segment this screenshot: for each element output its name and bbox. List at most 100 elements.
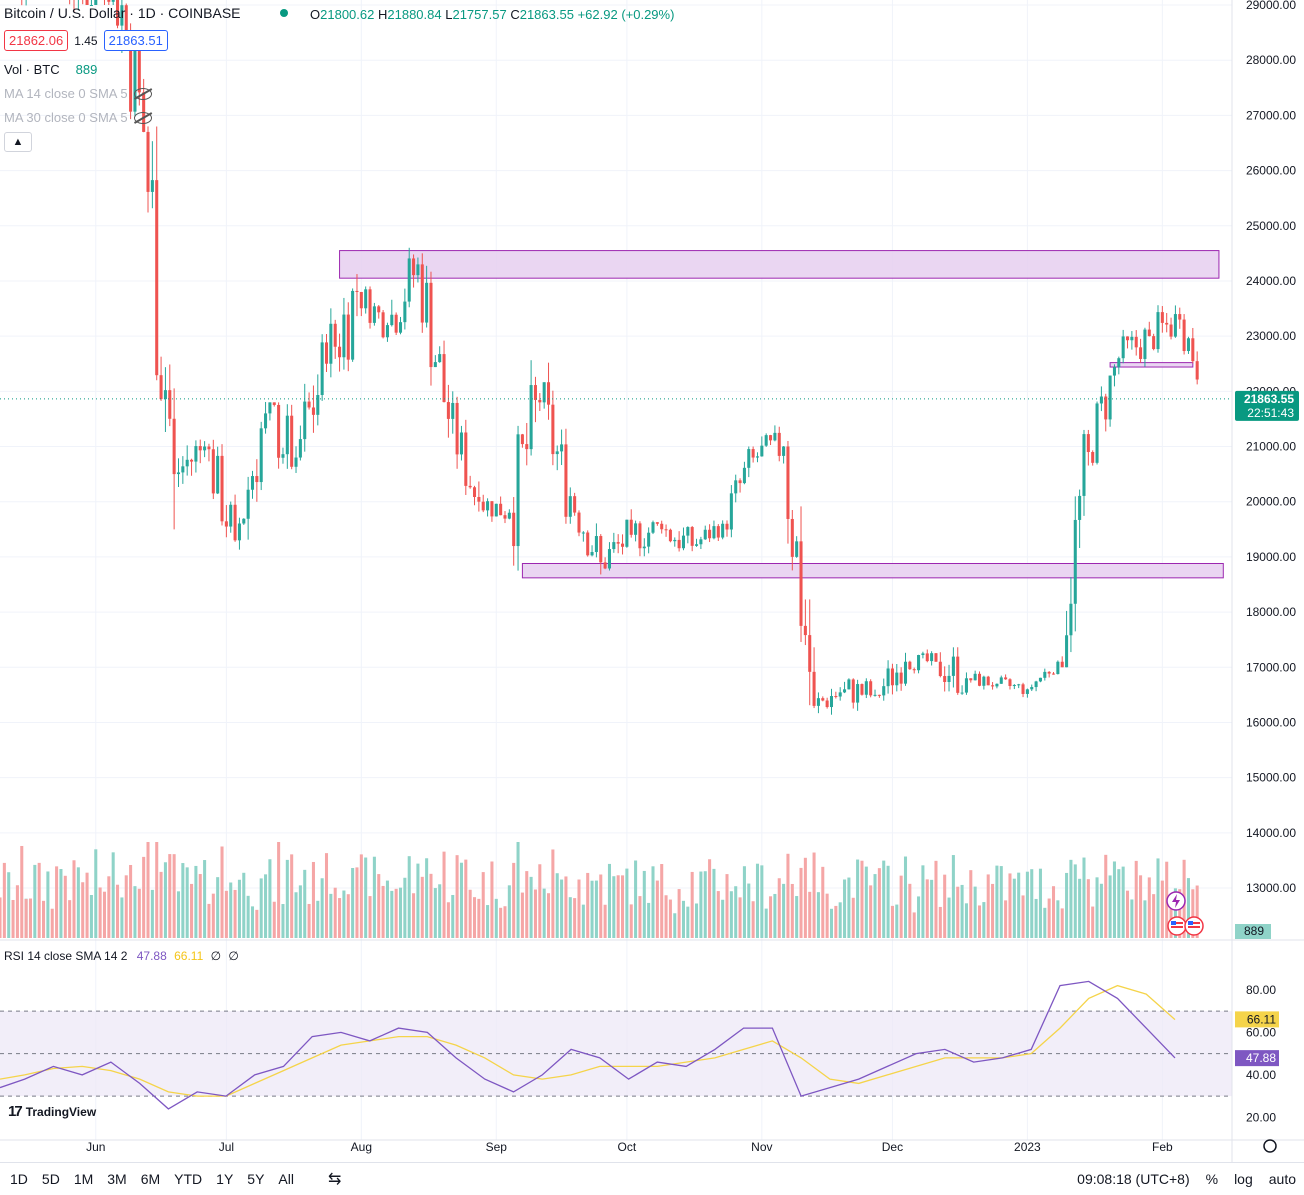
candle[interactable] [977,673,982,686]
candle[interactable] [551,404,555,455]
candle[interactable] [890,668,894,686]
candle[interactable] [1125,336,1130,341]
candle[interactable] [394,314,398,333]
flash-icon[interactable] [1166,891,1186,911]
candle[interactable] [1034,681,1038,688]
candle[interactable] [338,346,342,358]
range-ytd[interactable]: YTD [174,1171,203,1187]
candle[interactable] [834,696,838,698]
candle[interactable] [886,668,890,687]
candle[interactable] [638,523,642,549]
candle[interactable] [237,523,241,541]
candle[interactable] [542,382,546,403]
candle[interactable] [1186,338,1190,352]
candle[interactable] [172,418,176,475]
candle[interactable] [1156,312,1160,350]
candle[interactable] [982,676,986,686]
candle[interactable] [129,34,133,112]
volume-legend[interactable]: Vol · BTC 889 [4,62,97,77]
range-all[interactable]: All [278,1171,294,1187]
candle[interactable] [760,445,764,457]
candle[interactable] [1069,603,1073,636]
hidden-eye-icon[interactable] [133,111,152,124]
candle[interactable] [294,457,298,467]
candle[interactable] [342,314,346,358]
candle[interactable] [390,314,394,326]
clock[interactable]: 09:08:18 (UTC+8) [1077,1171,1190,1187]
candle[interactable] [677,539,681,549]
candle[interactable] [790,518,794,557]
candle[interactable] [634,523,638,535]
candle[interactable] [555,451,559,455]
candle[interactable] [246,489,250,519]
candle[interactable] [372,306,376,323]
log-toggle[interactable]: log [1234,1171,1253,1187]
candle[interactable] [1143,329,1147,359]
candle[interactable] [211,449,215,494]
candle[interactable] [734,480,738,494]
candle[interactable] [377,306,381,313]
candle[interactable] [803,625,807,636]
candle[interactable] [203,446,207,451]
candle[interactable] [359,291,363,309]
candle[interactable] [320,342,324,396]
candle[interactable] [860,684,864,695]
candle[interactable] [882,686,886,696]
candle[interactable] [351,290,355,360]
buy-button[interactable]: 21863.51 [103,30,168,51]
candle[interactable] [198,446,202,451]
candle[interactable] [1004,677,1008,680]
candle[interactable] [825,700,829,708]
candle[interactable] [533,385,537,400]
candle[interactable] [943,676,947,682]
us-flag-icon[interactable] [1184,916,1204,936]
candle[interactable] [168,390,172,419]
candle[interactable] [259,428,263,483]
candle[interactable] [1091,452,1095,463]
candle[interactable] [429,282,433,368]
candle[interactable] [673,539,677,542]
candle[interactable] [668,529,672,542]
candle[interactable] [843,689,847,693]
ma14-legend[interactable]: MA 14 close 0 SMA 5 [4,86,152,101]
candle[interactable] [703,529,707,540]
candle[interactable] [925,653,929,662]
candle[interactable] [930,653,934,662]
candle[interactable] [721,523,725,538]
candle[interactable] [782,446,786,456]
candle[interactable] [490,501,494,517]
candle[interactable] [938,661,942,677]
candle[interactable] [525,444,529,450]
candle[interactable] [586,532,590,556]
candle[interactable] [708,529,712,539]
candle[interactable] [277,404,281,458]
candle[interactable] [612,542,616,550]
candle[interactable] [581,532,585,534]
candle[interactable] [368,289,372,323]
candle[interactable] [599,536,603,563]
candle[interactable] [207,446,211,450]
candle[interactable] [220,455,224,522]
candle[interactable] [194,446,198,462]
last-price-badge[interactable] [1235,390,1299,421]
candle[interactable] [94,0,98,5]
candle[interactable] [829,696,834,708]
candle[interactable] [224,521,228,527]
candle[interactable] [311,407,315,415]
candle[interactable] [1112,367,1116,376]
candle[interactable] [1056,661,1060,675]
candle[interactable] [499,503,503,516]
candle[interactable] [133,47,137,112]
calendar-range-icon[interactable]: ⇆ [327,1171,342,1188]
price-zone[interactable] [521,562,1224,579]
market-status-dot[interactable] [280,9,288,17]
candle[interactable] [747,449,751,468]
candle[interactable] [185,459,189,467]
candle[interactable] [755,456,760,458]
candle[interactable] [1139,347,1143,359]
candle[interactable] [1195,361,1199,380]
candle[interactable] [451,402,455,419]
tradingview-logo[interactable]: 17 TradingView [8,1103,96,1120]
candle[interactable] [1025,689,1029,694]
candle[interactable] [903,661,908,684]
